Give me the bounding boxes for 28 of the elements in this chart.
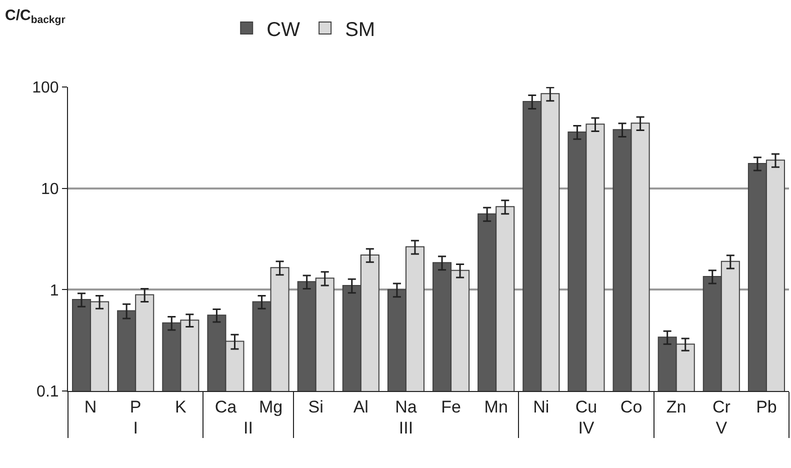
y-tick-label: 0.1	[36, 384, 59, 401]
x-tick-label: Ni	[533, 397, 550, 416]
x-tick-label: Na	[395, 397, 418, 416]
x-tick-label: K	[174, 397, 187, 416]
x-tick-label: Mn	[484, 397, 508, 416]
y-tick-label: 1	[50, 282, 59, 300]
legend-label: SM	[345, 18, 376, 41]
x-tick-label: Cu	[575, 397, 598, 416]
x-tick-label: Mg	[258, 397, 283, 416]
text: I	[133, 418, 138, 438]
x-tick-label: Fe	[441, 397, 461, 416]
x-tick-label: N	[84, 397, 97, 416]
text: III	[398, 418, 414, 438]
legend-label: CW	[266, 18, 300, 41]
y-tick-label: 100	[32, 80, 59, 97]
x-tick-label: Cr	[712, 397, 731, 416]
text: V	[716, 418, 728, 438]
x-tick-label: Co	[620, 397, 642, 416]
y-tick-label: 10	[41, 180, 59, 198]
x-tick-label: Ca	[214, 397, 238, 416]
x-tick-label: Zn	[666, 397, 686, 416]
x-tick-label: P	[130, 397, 142, 416]
text: II	[244, 418, 253, 438]
x-tick-label: Si	[308, 397, 324, 416]
x-tick-label: Pb	[756, 397, 777, 416]
x-tick-label: Al	[353, 397, 368, 416]
text: IV	[578, 418, 595, 438]
y-axis-title: C/C$_{backgr}$	[5, 7, 66, 26]
